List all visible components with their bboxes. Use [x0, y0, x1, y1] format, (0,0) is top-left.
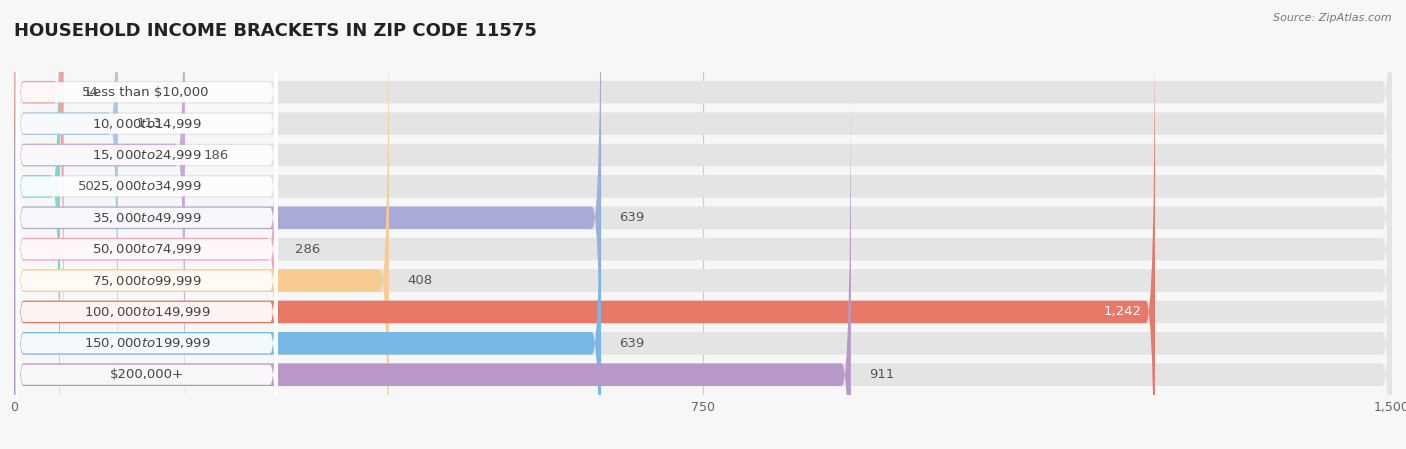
FancyBboxPatch shape	[14, 0, 1392, 449]
FancyBboxPatch shape	[14, 0, 1392, 426]
FancyBboxPatch shape	[14, 0, 1392, 395]
Text: 113: 113	[136, 117, 162, 130]
FancyBboxPatch shape	[15, 71, 278, 449]
Text: $35,000 to $49,999: $35,000 to $49,999	[91, 211, 201, 225]
FancyBboxPatch shape	[15, 8, 278, 449]
Text: 639: 639	[620, 337, 645, 350]
FancyBboxPatch shape	[15, 102, 278, 449]
Text: 286: 286	[295, 242, 321, 255]
FancyBboxPatch shape	[14, 72, 1392, 449]
Text: 639: 639	[620, 211, 645, 224]
Text: 1,242: 1,242	[1104, 305, 1142, 318]
FancyBboxPatch shape	[14, 0, 118, 426]
FancyBboxPatch shape	[15, 0, 278, 365]
FancyBboxPatch shape	[14, 0, 1392, 449]
Text: HOUSEHOLD INCOME BRACKETS IN ZIP CODE 11575: HOUSEHOLD INCOME BRACKETS IN ZIP CODE 11…	[14, 22, 537, 40]
FancyBboxPatch shape	[14, 0, 63, 395]
Text: $25,000 to $34,999: $25,000 to $34,999	[91, 180, 201, 194]
FancyBboxPatch shape	[14, 0, 277, 449]
FancyBboxPatch shape	[14, 0, 389, 449]
FancyBboxPatch shape	[15, 134, 278, 449]
Text: $100,000 to $149,999: $100,000 to $149,999	[83, 305, 209, 319]
Text: $10,000 to $14,999: $10,000 to $14,999	[91, 117, 201, 131]
FancyBboxPatch shape	[15, 0, 278, 449]
Text: $200,000+: $200,000+	[110, 368, 184, 381]
Text: $150,000 to $199,999: $150,000 to $199,999	[83, 336, 209, 350]
FancyBboxPatch shape	[14, 0, 1392, 449]
Text: $50,000 to $74,999: $50,000 to $74,999	[91, 242, 201, 256]
Text: 50: 50	[79, 180, 96, 193]
FancyBboxPatch shape	[14, 0, 60, 449]
FancyBboxPatch shape	[14, 0, 1392, 449]
FancyBboxPatch shape	[14, 72, 851, 449]
FancyBboxPatch shape	[14, 9, 1392, 449]
FancyBboxPatch shape	[14, 0, 186, 449]
FancyBboxPatch shape	[14, 41, 1392, 449]
FancyBboxPatch shape	[14, 41, 600, 449]
Text: 408: 408	[408, 274, 432, 287]
Text: 186: 186	[204, 149, 229, 162]
FancyBboxPatch shape	[14, 9, 1154, 449]
FancyBboxPatch shape	[15, 0, 278, 396]
FancyBboxPatch shape	[15, 40, 278, 449]
Text: $75,000 to $99,999: $75,000 to $99,999	[91, 273, 201, 287]
FancyBboxPatch shape	[15, 0, 278, 333]
Text: Less than $10,000: Less than $10,000	[86, 86, 208, 99]
Text: Source: ZipAtlas.com: Source: ZipAtlas.com	[1274, 13, 1392, 23]
FancyBboxPatch shape	[14, 0, 600, 449]
FancyBboxPatch shape	[15, 0, 278, 427]
Text: 911: 911	[869, 368, 894, 381]
FancyBboxPatch shape	[14, 0, 1392, 449]
Text: $15,000 to $24,999: $15,000 to $24,999	[91, 148, 201, 162]
Text: 54: 54	[82, 86, 98, 99]
